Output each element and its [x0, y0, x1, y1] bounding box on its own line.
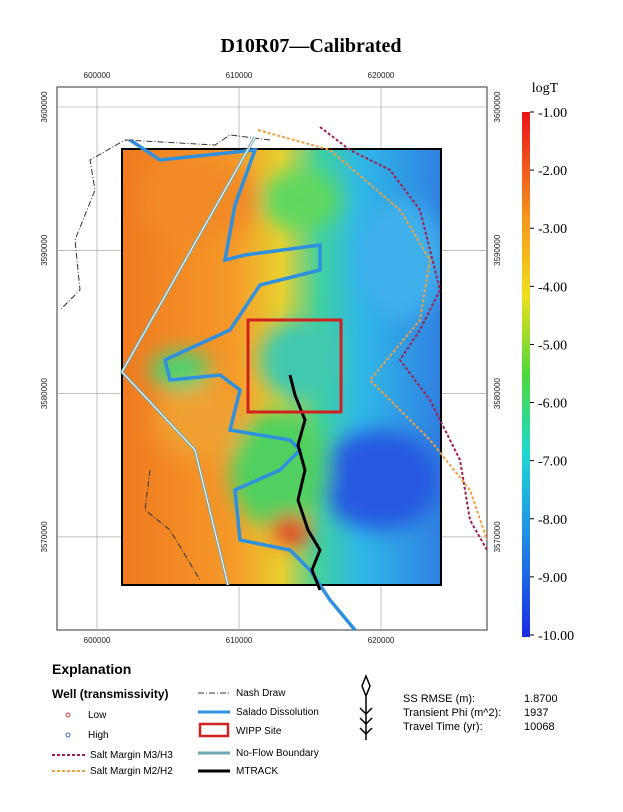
colorbar-tick-label: -3.00 — [538, 222, 567, 237]
y-tick-label-right: 3570000 — [493, 521, 502, 553]
well-heading: Well (transmissivity) — [52, 687, 168, 701]
stat-label: Transient Phi (m^2): — [403, 707, 501, 719]
colorbar-tick-label: -7.00 — [538, 455, 567, 470]
salt-margin-m2 — [257, 129, 488, 541]
colorbar — [522, 112, 530, 637]
colorbar-tick-label: -5.00 — [538, 338, 567, 353]
stat-value: 1937 — [524, 707, 548, 719]
m2-label: Salt Margin M2/H2 — [90, 766, 173, 777]
north-arrow — [359, 673, 373, 740]
x-tick-label-top: 610000 — [226, 71, 253, 80]
nash-draw-south — [144, 469, 201, 581]
y-tick-label-right: 3590000 — [493, 234, 502, 266]
high-symbol — [65, 732, 71, 738]
colorbar-label: logT — [532, 81, 559, 96]
y-tick-label-right: 3600000 — [493, 91, 502, 123]
x-ticks: 600000 600000 610000 610000 620000 620000 3600… — [40, 71, 502, 645]
wipp-site — [246, 318, 343, 414]
high-label: High — [88, 730, 109, 741]
colorbar-tick-label: -9.00 — [538, 571, 567, 586]
colorbar-tick-label: -2.00 — [538, 164, 567, 179]
map-frame — [56, 86, 488, 631]
stat-value: 1.8700 — [524, 693, 558, 705]
stat-value: 10068 — [524, 721, 555, 733]
low-symbol — [65, 712, 71, 718]
mtrack — [288, 374, 322, 591]
colorbar-tick-label: -4.00 — [538, 280, 567, 295]
raster — [122, 149, 441, 585]
colorbar-tick-label: -10.00 — [538, 629, 574, 644]
x-tick-label-top: 600000 — [84, 71, 111, 80]
x-tick-label-bottom: 610000 — [226, 636, 253, 645]
x-tick-label-top: 620000 — [368, 71, 395, 80]
stat-label: SS RMSE (m): — [403, 693, 475, 705]
y-tick-label-right: 3580000 — [493, 377, 502, 409]
m3-label: Salt Margin M3/H3 — [90, 750, 173, 761]
colorbar-tick-label: -6.00 — [538, 397, 567, 412]
model-domain — [121, 148, 442, 586]
legend-title: Explanation — [52, 661, 131, 677]
noflow-label: No-Flow Boundary — [236, 748, 319, 759]
nash-label: Nash Draw — [236, 688, 286, 699]
title: D10R07—Calibrated — [220, 35, 401, 57]
stats: SS RMSE (m): 1.8700 Transient Phi (m^2): 19… — [403, 693, 558, 733]
x-tick-label-bottom: 620000 — [368, 636, 395, 645]
no-flow-boundary-inner — [121, 136, 256, 586]
low-label: Low — [88, 710, 107, 721]
colorbar-ticks: -1.00 -2.00 -3.00 -4.00 -5.00 -6.00 -7.00 -8.00… — [530, 106, 574, 644]
stat-label: Travel Time (yr): — [403, 721, 483, 733]
mtrack-label: MTRACK — [236, 766, 279, 777]
colorbar-tick-label: -8.00 — [538, 513, 567, 528]
salado-label: Salado Dissolution — [236, 707, 319, 718]
wipp-symbol — [198, 722, 230, 738]
colorbar-tick-label: -1.00 — [538, 106, 567, 121]
y-tick-label-left: 3570000 — [40, 521, 49, 553]
x-tick-label-bottom: 600000 — [84, 636, 111, 645]
salado-dissolution — [129, 138, 357, 632]
nash-draw — [59, 134, 271, 311]
y-tick-label-left: 3580000 — [40, 377, 49, 409]
salt-margin-m3 — [319, 126, 488, 551]
y-tick-label-left: 3590000 — [40, 234, 49, 266]
wipp-label: WIPP Site — [236, 726, 282, 737]
y-tick-label-left: 3600000 — [40, 91, 49, 123]
